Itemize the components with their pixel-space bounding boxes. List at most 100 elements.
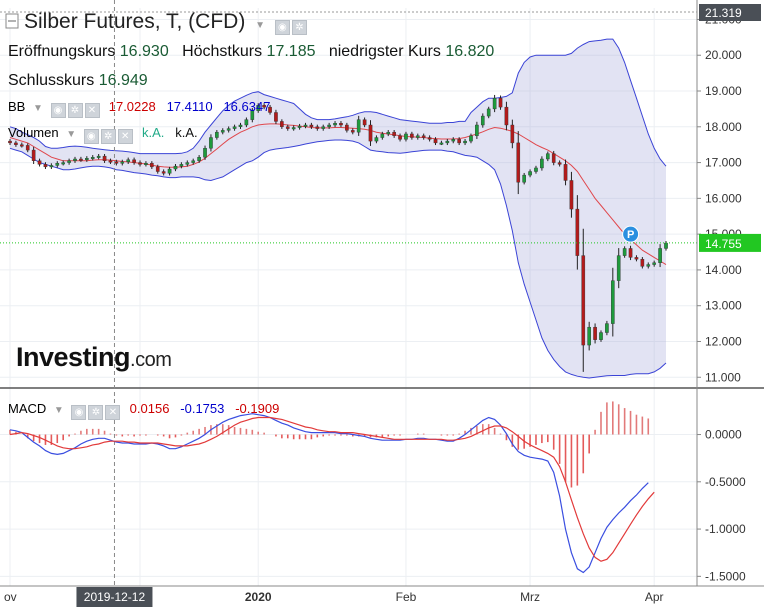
candle-body[interactable] (120, 161, 125, 164)
candle-body[interactable] (55, 163, 60, 166)
candle-body[interactable] (108, 160, 113, 163)
candle-body[interactable] (350, 130, 355, 133)
macd-gear-icon[interactable]: ✲ (88, 405, 104, 420)
candle-body[interactable] (339, 123, 343, 126)
candle-body[interactable] (303, 124, 308, 127)
visibility-eye-icon[interactable]: ◉ (274, 20, 290, 35)
macd-eye-icon[interactable]: ◉ (71, 405, 87, 420)
candle-body[interactable] (522, 174, 526, 183)
candle-body[interactable] (534, 167, 538, 172)
candle-body[interactable] (333, 123, 337, 126)
candle-body[interactable] (256, 105, 261, 111)
candle-body[interactable] (374, 137, 379, 142)
candle-body[interactable] (386, 131, 391, 135)
candle-body[interactable] (102, 155, 107, 161)
volume-gear-icon[interactable]: ✲ (100, 129, 116, 144)
candle-body[interactable] (232, 126, 237, 129)
candle-body[interactable] (439, 142, 444, 145)
candle-body[interactable] (469, 135, 473, 142)
candle-body[interactable] (90, 157, 95, 159)
candle-body[interactable] (8, 140, 12, 144)
candle-body[interactable] (67, 160, 71, 163)
candle-body[interactable] (640, 258, 645, 267)
candle-body[interactable] (427, 137, 432, 140)
candle-body[interactable] (421, 135, 426, 138)
candle-body[interactable] (226, 128, 231, 131)
candle-body[interactable] (498, 97, 503, 108)
candle-body[interactable] (410, 133, 414, 138)
candle-body[interactable] (664, 242, 668, 249)
candle-body[interactable] (380, 133, 385, 138)
candle-body[interactable] (197, 157, 201, 161)
candle-body[interactable] (138, 162, 142, 165)
candle-body[interactable] (628, 248, 633, 258)
macd-close-icon[interactable]: ✕ (105, 405, 121, 420)
bb-label[interactable]: BB (8, 99, 26, 114)
candle-body[interactable] (185, 162, 190, 165)
candle-body[interactable] (114, 161, 119, 164)
candle-body[interactable] (315, 126, 320, 129)
candle-body[interactable] (504, 106, 509, 126)
candle-body[interactable] (285, 126, 290, 129)
candle-body[interactable] (167, 168, 172, 174)
candle-body[interactable] (179, 164, 184, 167)
candle-body[interactable] (161, 171, 166, 174)
candle-body[interactable] (173, 165, 178, 170)
candle-body[interactable] (215, 131, 219, 138)
candle-body[interactable] (356, 119, 361, 133)
candle-body[interactable] (492, 97, 497, 110)
candle-body[interactable] (545, 153, 550, 160)
candle-body[interactable] (49, 165, 54, 168)
candle-body[interactable] (309, 124, 314, 127)
candle-body[interactable] (31, 149, 36, 161)
candle-body[interactable] (593, 326, 597, 340)
candle-body[interactable] (220, 130, 225, 133)
candle-body[interactable] (611, 280, 615, 324)
candle-body[interactable] (79, 158, 83, 161)
candle-body[interactable] (480, 115, 485, 126)
candle-body[interactable] (85, 158, 89, 160)
candle-body[interactable] (209, 137, 213, 149)
candle-body[interactable] (404, 133, 408, 140)
candle-body[interactable] (150, 163, 154, 168)
candle-body[interactable] (587, 326, 591, 346)
candle-body[interactable] (528, 171, 532, 176)
candle-body[interactable] (238, 124, 243, 127)
candle-body[interactable] (345, 124, 349, 131)
candle-body[interactable] (569, 180, 574, 210)
candle-body[interactable] (297, 125, 302, 128)
bb-eye-icon[interactable]: ◉ (50, 103, 66, 118)
candle-body[interactable] (510, 124, 515, 144)
candle-body[interactable] (634, 257, 639, 260)
candle-body[interactable] (291, 127, 296, 130)
candle-body[interactable] (25, 145, 30, 151)
candle-body[interactable] (516, 142, 521, 183)
candle-body[interactable] (551, 153, 556, 163)
candle-body[interactable] (61, 162, 65, 165)
candle-body[interactable] (445, 140, 450, 144)
candle-body[interactable] (321, 126, 326, 129)
candle-body[interactable] (144, 163, 148, 165)
candle-body[interactable] (463, 140, 467, 144)
candle-body[interactable] (451, 139, 456, 142)
candle-body[interactable] (268, 106, 272, 113)
candle-body[interactable] (540, 158, 544, 169)
volume-close-icon[interactable]: ✕ (117, 129, 133, 144)
candle-body[interactable] (362, 119, 367, 126)
candle-body[interactable] (433, 139, 438, 144)
settings-gear-icon[interactable]: ✲ (291, 20, 307, 35)
candle-body[interactable] (280, 121, 284, 127)
candle-body[interactable] (415, 135, 420, 138)
macd-dropdown-icon[interactable]: ▼ (53, 405, 64, 416)
bb-close-icon[interactable]: ✕ (84, 103, 100, 118)
candle-body[interactable] (599, 332, 603, 340)
bb-gear-icon[interactable]: ✲ (67, 103, 83, 118)
candle-body[interactable] (475, 124, 479, 136)
candle-body[interactable] (203, 148, 207, 158)
candle-body[interactable] (96, 155, 101, 158)
pivot-marker-icon[interactable] (622, 225, 640, 243)
candle-body[interactable] (191, 160, 196, 163)
candle-body[interactable] (262, 105, 266, 108)
candle-body[interactable] (575, 208, 580, 256)
candle-body[interactable] (20, 144, 24, 147)
